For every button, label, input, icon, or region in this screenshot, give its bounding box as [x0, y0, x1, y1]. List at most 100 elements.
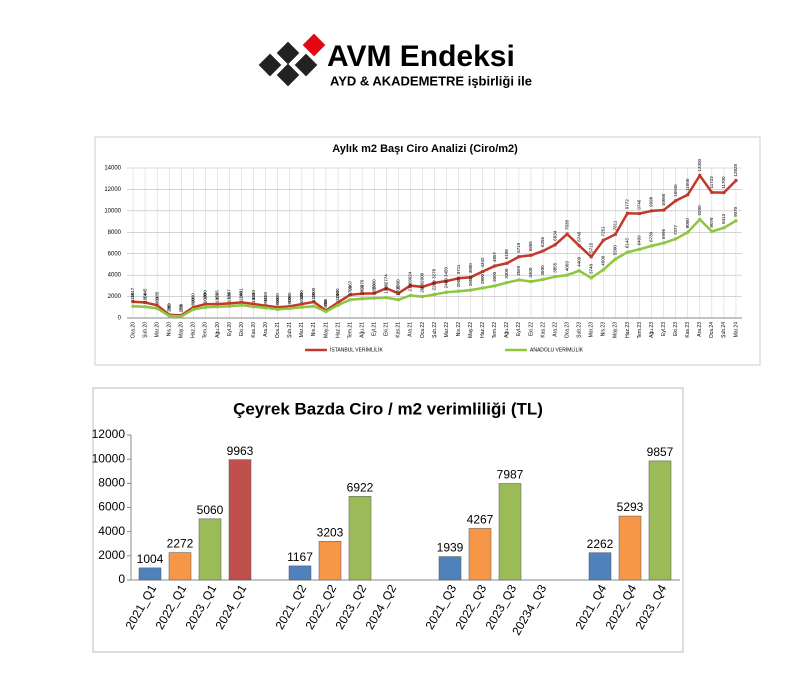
bar [198, 518, 222, 581]
point [360, 297, 364, 301]
data-label: 4857 [492, 251, 497, 262]
point [722, 226, 726, 230]
data-label: 8413 [721, 213, 726, 224]
point [662, 241, 666, 245]
point [553, 243, 557, 247]
data-label: 2100 [408, 281, 413, 292]
x-tick-label: Ara.22 [552, 322, 558, 337]
bar [138, 567, 162, 581]
x-tick-label: Şub.21 [287, 322, 293, 338]
point [240, 300, 244, 304]
data-label: 4267 [467, 513, 494, 527]
data-label: 1085 [287, 292, 292, 303]
data-label: 3711 [456, 264, 461, 274]
data-label: 200 [166, 304, 171, 312]
data-label: 3450 [444, 267, 449, 278]
x-tick-label: Şub.23 [577, 322, 583, 338]
x-tick-label: Ağu.22 [504, 322, 510, 338]
x-tick-label: Nis.22 [456, 322, 462, 336]
data-label: 1295 [215, 290, 220, 301]
bar-chart-frame [92, 387, 684, 653]
data-label: 800 [191, 297, 196, 305]
data-label: 3000 [492, 271, 497, 282]
x-tick-label: Ağu.20 [215, 322, 221, 338]
y-tick-label: 4000 [108, 273, 122, 279]
data-label: 1800 [359, 284, 364, 295]
point [288, 306, 292, 310]
point [553, 275, 557, 279]
x-tick-label: Tem.21 [347, 322, 353, 339]
x-tick-label: Oca.23 [564, 322, 570, 338]
x-tick-label: Eki.22 [528, 322, 534, 336]
x-tick-label: Ara.23 [697, 322, 703, 337]
data-label: 2272 [167, 537, 194, 551]
data-label: 4500 [601, 255, 606, 266]
data-label: 3278 [432, 268, 437, 279]
point [601, 268, 605, 272]
data-label: 2900 [420, 272, 425, 283]
point [143, 301, 147, 305]
data-label: 1310 [251, 289, 256, 300]
data-label: 9746 [637, 199, 642, 210]
x-tick-label: Şub.24 [721, 322, 727, 338]
y-tick-label: 10000 [92, 451, 126, 465]
data-label: 9998 [649, 196, 654, 207]
y-tick-label: 10000 [104, 208, 121, 214]
bar [588, 552, 612, 581]
point [420, 285, 424, 289]
point [228, 304, 231, 308]
point [505, 261, 509, 265]
point [493, 284, 497, 288]
data-label: 5715 [588, 242, 593, 253]
point [601, 238, 605, 242]
data-label: 9200 [697, 205, 702, 216]
point [167, 314, 171, 318]
data-label: 5500 [613, 245, 618, 256]
y-tick-label: 0 [118, 316, 122, 322]
data-label: 900 [287, 296, 292, 304]
data-label: 2167 [347, 280, 352, 291]
bar [618, 515, 642, 581]
x-tick-label: Eki.23 [673, 322, 679, 336]
point [565, 232, 569, 236]
x-tick-label: Oca.24 [709, 322, 715, 338]
point [240, 303, 244, 307]
point [698, 174, 702, 177]
point [710, 190, 714, 194]
point [203, 302, 207, 306]
x-tick-label: May.20 [179, 322, 185, 338]
point [457, 289, 461, 293]
bar [348, 496, 372, 581]
point [433, 292, 436, 296]
data-label: 1050 [142, 292, 147, 303]
data-label: 1100 [130, 292, 135, 302]
point [300, 305, 304, 309]
point [662, 208, 666, 212]
point [445, 279, 449, 283]
data-label: 11500 [685, 178, 690, 191]
data-label: 5293 [617, 500, 644, 514]
data-label: 1500 [311, 287, 316, 298]
data-label: 9963 [227, 444, 254, 458]
data-label: 7811 [613, 220, 618, 230]
data-label: 2262 [587, 537, 614, 551]
logo-icon [258, 33, 326, 87]
point [457, 276, 461, 280]
data-label: 1100 [227, 292, 232, 302]
line-chart-frame [94, 136, 761, 366]
point [445, 290, 449, 294]
point [577, 244, 581, 248]
data-label: 9772 [625, 199, 630, 210]
point [433, 281, 436, 285]
x-tick-label: Mar.24 [733, 322, 739, 338]
data-label: 11723 [709, 176, 714, 189]
point [529, 280, 533, 284]
point [565, 273, 569, 277]
x-tick-label: Ağu.21 [359, 322, 365, 338]
data-label: 4342 [480, 257, 485, 268]
point [420, 295, 424, 299]
x-tick-label: Eyl.21 [372, 322, 378, 336]
legend-label: İSTANBUL VERİMLİLİK [330, 346, 383, 353]
data-label: 3400 [528, 267, 533, 278]
point [155, 303, 159, 307]
